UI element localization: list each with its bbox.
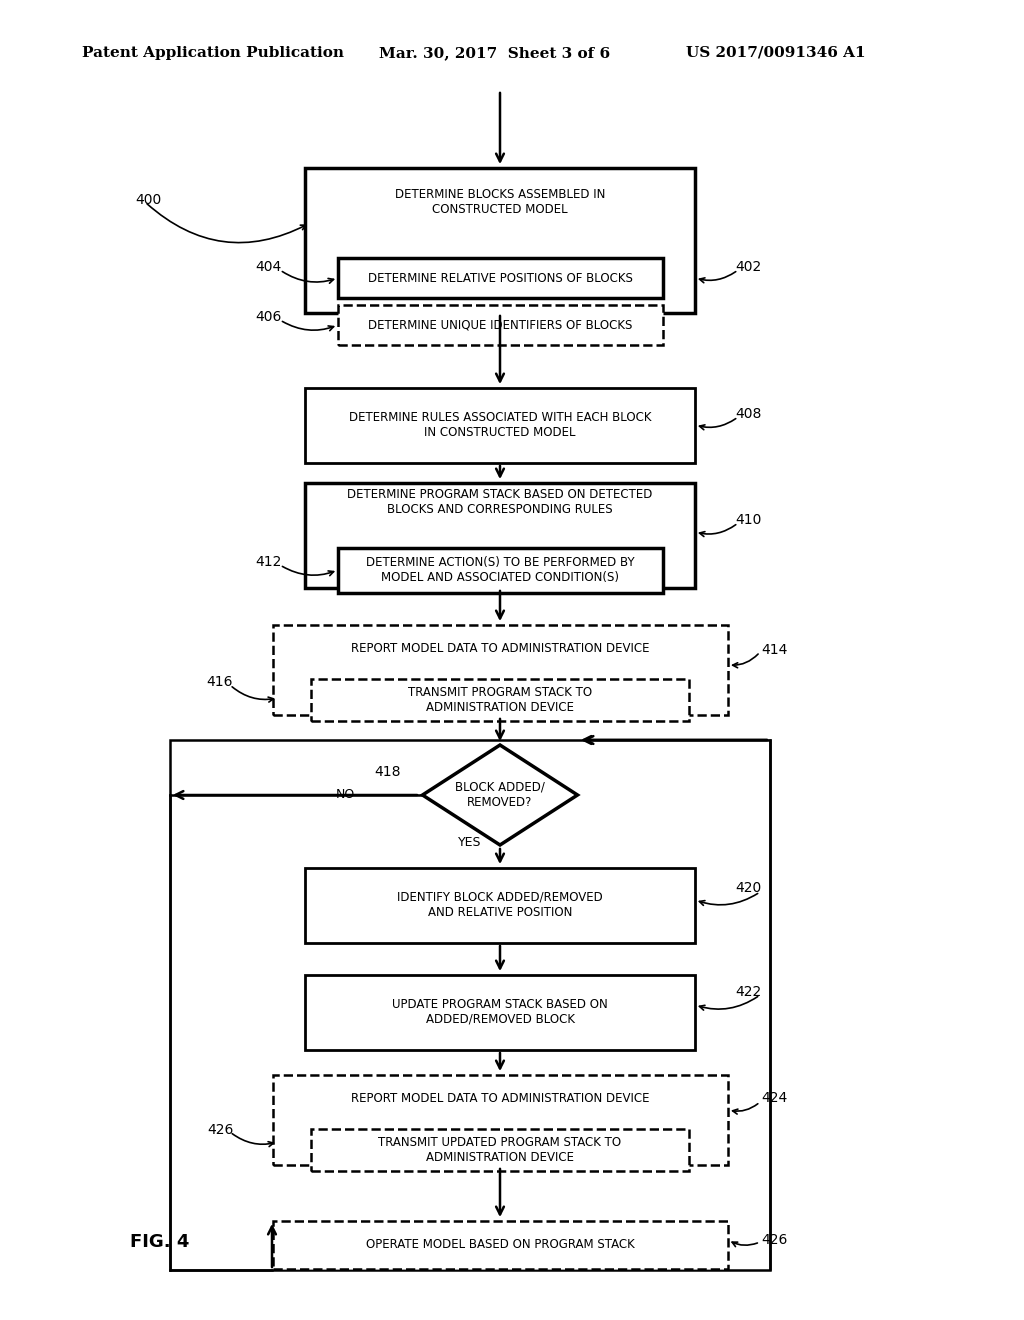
Text: 404: 404	[255, 260, 282, 275]
Text: 408: 408	[735, 407, 761, 421]
Text: OPERATE MODEL BASED ON PROGRAM STACK: OPERATE MODEL BASED ON PROGRAM STACK	[366, 1238, 635, 1251]
Text: 402: 402	[735, 260, 761, 275]
Bar	[305, 388, 695, 462]
Bar	[272, 1074, 727, 1166]
Text: 414: 414	[761, 643, 787, 657]
Text: 422: 422	[735, 985, 761, 999]
Text: IDENTIFY BLOCK ADDED/REMOVED
AND RELATIVE POSITION: IDENTIFY BLOCK ADDED/REMOVED AND RELATIV…	[397, 891, 603, 919]
Bar	[338, 257, 663, 298]
Bar	[311, 1129, 689, 1171]
Text: DETERMINE ACTION(S) TO BE PERFORMED BY
MODEL AND ASSOCIATED CONDITION(S): DETERMINE ACTION(S) TO BE PERFORMED BY M…	[366, 556, 634, 583]
Text: US 2017/0091346 A1: US 2017/0091346 A1	[686, 46, 865, 59]
Bar	[305, 483, 695, 587]
Bar	[305, 168, 695, 313]
Bar	[311, 678, 689, 721]
Polygon shape	[423, 744, 578, 845]
Text: 416: 416	[207, 675, 233, 689]
Text: NO: NO	[336, 788, 354, 801]
Text: TRANSMIT UPDATED PROGRAM STACK TO
ADMINISTRATION DEVICE: TRANSMIT UPDATED PROGRAM STACK TO ADMINI…	[379, 1137, 622, 1164]
Text: UPDATE PROGRAM STACK BASED ON
ADDED/REMOVED BLOCK: UPDATE PROGRAM STACK BASED ON ADDED/REMO…	[392, 998, 608, 1026]
Text: 406: 406	[255, 310, 282, 323]
Text: 400: 400	[135, 193, 161, 207]
Text: BLOCK ADDED/
REMOVED?: BLOCK ADDED/ REMOVED?	[455, 781, 545, 809]
Text: TRANSMIT PROGRAM STACK TO
ADMINISTRATION DEVICE: TRANSMIT PROGRAM STACK TO ADMINISTRATION…	[408, 686, 592, 714]
Text: DETERMINE RULES ASSOCIATED WITH EACH BLOCK
IN CONSTRUCTED MODEL: DETERMINE RULES ASSOCIATED WITH EACH BLO…	[349, 411, 651, 440]
Text: 410: 410	[735, 513, 761, 527]
Bar	[338, 305, 663, 345]
Bar	[338, 548, 663, 593]
Bar	[272, 1221, 727, 1269]
Text: DETERMINE BLOCKS ASSEMBLED IN
CONSTRUCTED MODEL: DETERMINE BLOCKS ASSEMBLED IN CONSTRUCTE…	[395, 187, 605, 216]
Text: Mar. 30, 2017  Sheet 3 of 6: Mar. 30, 2017 Sheet 3 of 6	[379, 46, 610, 59]
Text: Patent Application Publication: Patent Application Publication	[82, 46, 344, 59]
Bar	[305, 867, 695, 942]
Text: 418: 418	[375, 766, 401, 779]
Text: YES: YES	[459, 837, 481, 850]
Text: DETERMINE PROGRAM STACK BASED ON DETECTED
BLOCKS AND CORRESPONDING RULES: DETERMINE PROGRAM STACK BASED ON DETECTE…	[347, 488, 652, 516]
Text: 424: 424	[761, 1092, 787, 1105]
Bar	[305, 974, 695, 1049]
Text: 412: 412	[255, 554, 282, 569]
Text: DETERMINE RELATIVE POSITIONS OF BLOCKS: DETERMINE RELATIVE POSITIONS OF BLOCKS	[368, 272, 633, 285]
Text: DETERMINE UNIQUE IDENTIFIERS OF BLOCKS: DETERMINE UNIQUE IDENTIFIERS OF BLOCKS	[368, 318, 632, 331]
Bar	[272, 624, 727, 715]
Text: FIG. 4: FIG. 4	[130, 1233, 189, 1251]
Text: 426: 426	[207, 1123, 233, 1137]
Text: 420: 420	[735, 880, 761, 895]
Bar	[170, 741, 770, 1270]
Text: REPORT MODEL DATA TO ADMINISTRATION DEVICE: REPORT MODEL DATA TO ADMINISTRATION DEVI…	[351, 1092, 649, 1105]
Text: 426: 426	[761, 1233, 787, 1247]
Text: REPORT MODEL DATA TO ADMINISTRATION DEVICE: REPORT MODEL DATA TO ADMINISTRATION DEVI…	[351, 642, 649, 655]
